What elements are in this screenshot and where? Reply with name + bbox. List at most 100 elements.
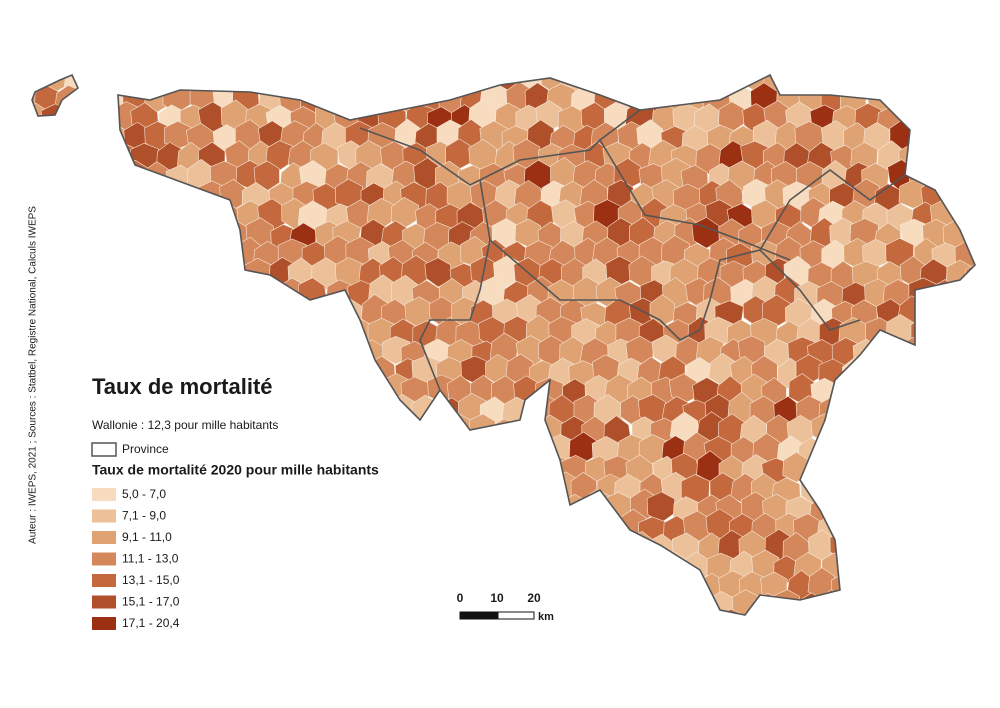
municipality	[862, 358, 890, 391]
municipality	[348, 475, 377, 507]
municipality	[332, 376, 361, 409]
municipality	[885, 589, 916, 615]
municipality	[990, 375, 1000, 405]
municipality	[42, 218, 73, 248]
municipality	[87, 648, 114, 679]
municipality	[505, 75, 534, 76]
municipality	[664, 667, 692, 698]
municipality	[244, 535, 274, 567]
municipality	[152, 221, 182, 253]
municipality	[913, 75, 941, 79]
municipality	[32, 140, 49, 170]
municipality	[245, 489, 276, 523]
municipality	[863, 395, 894, 427]
municipality	[32, 551, 39, 581]
municipality	[77, 627, 103, 658]
municipality	[592, 551, 620, 581]
municipality	[931, 396, 959, 426]
municipality	[39, 453, 68, 487]
summary: Wallonie : 12,3 pour mille habitants	[92, 418, 278, 432]
municipality	[355, 530, 383, 561]
municipality	[805, 452, 835, 486]
municipality	[233, 432, 261, 466]
municipality	[298, 513, 329, 548]
municipality	[524, 436, 554, 468]
municipality	[944, 298, 972, 331]
municipality	[209, 514, 237, 546]
municipality	[0, 259, 23, 290]
municipality	[277, 626, 303, 658]
municipality	[356, 75, 386, 98]
municipality	[177, 257, 207, 288]
municipality	[433, 555, 463, 586]
municipality	[988, 181, 1000, 209]
municipality	[388, 589, 418, 615]
municipality	[53, 672, 81, 701]
municipality	[447, 530, 476, 563]
municipality	[416, 474, 446, 506]
municipality	[0, 573, 23, 602]
municipality	[278, 40, 307, 72]
municipality	[51, 508, 81, 542]
municipality	[974, 514, 975, 546]
municipality	[795, 666, 823, 697]
municipality	[133, 338, 161, 370]
municipality	[32, 122, 59, 154]
municipality	[819, 673, 848, 703]
municipality	[597, 629, 624, 660]
municipality	[787, 652, 815, 682]
municipality	[64, 257, 92, 290]
municipality	[110, 218, 139, 252]
province-borders	[31, 73, 976, 616]
legend-label: 11,1 - 13,0	[122, 552, 179, 566]
municipality	[965, 453, 975, 486]
municipality	[65, 219, 94, 251]
municipality	[962, 531, 975, 564]
municipality	[64, 180, 94, 215]
municipality	[953, 354, 975, 386]
municipality	[425, 454, 455, 486]
municipality	[456, 44, 484, 73]
municipality	[640, 552, 669, 584]
municipality	[393, 547, 423, 582]
municipality	[877, 528, 907, 562]
municipality	[99, 631, 127, 663]
municipality	[921, 412, 950, 443]
municipality	[968, 340, 975, 371]
municipality	[32, 592, 58, 615]
municipality	[424, 613, 454, 615]
municipality	[651, 75, 679, 97]
municipality	[922, 455, 949, 489]
municipality	[641, 75, 669, 77]
municipality	[208, 318, 237, 350]
municipality	[199, 650, 227, 682]
municipality	[198, 567, 228, 598]
municipality	[0, 295, 22, 329]
municipality	[549, 75, 577, 77]
municipality	[548, 549, 577, 583]
municipality	[0, 629, 14, 658]
municipality	[241, 339, 271, 372]
municipality	[687, 592, 714, 615]
municipality	[248, 572, 276, 604]
municipality	[392, 628, 418, 659]
municipality	[897, 372, 927, 404]
municipality	[955, 160, 975, 191]
municipality	[310, 75, 339, 97]
municipality	[944, 530, 972, 561]
municipality	[990, 335, 1000, 365]
municipality	[298, 355, 327, 386]
municipality	[63, 414, 92, 445]
municipality	[930, 551, 960, 583]
municipality	[325, 44, 354, 74]
municipality	[956, 627, 982, 659]
municipality	[536, 490, 563, 523]
municipality	[462, 670, 489, 698]
municipality	[323, 394, 352, 425]
municipality	[424, 257, 453, 288]
municipality	[513, 650, 542, 679]
municipality	[129, 256, 158, 288]
municipality	[223, 299, 252, 332]
municipality	[930, 435, 959, 467]
municipality	[0, 650, 26, 683]
